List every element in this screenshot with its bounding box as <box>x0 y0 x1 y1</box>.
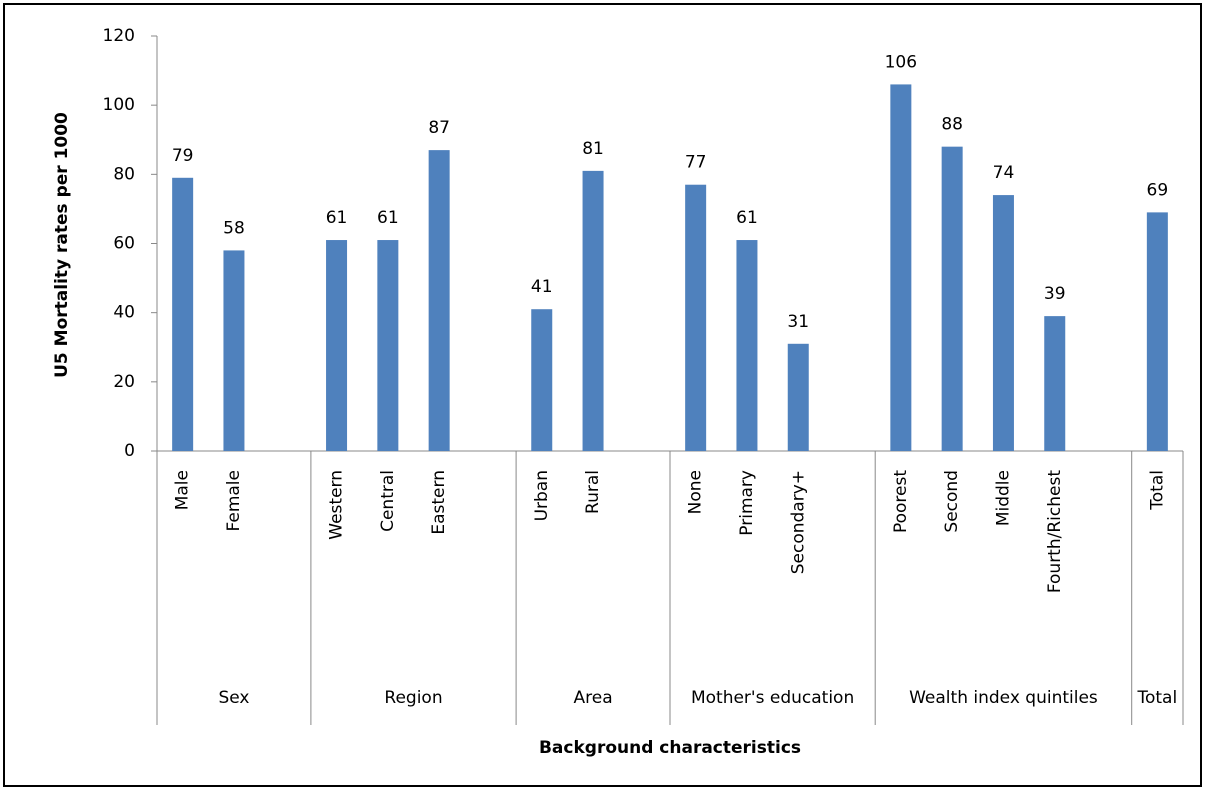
y-tick-label: 80 <box>113 164 135 184</box>
bar <box>377 240 399 451</box>
value-label: 87 <box>428 118 450 138</box>
x-tick-label: Male <box>173 470 193 510</box>
bar <box>582 170 604 451</box>
x-tick-label: Rural <box>583 470 603 514</box>
y-axis-title: U5 Mortality rates per 1000 <box>52 112 72 378</box>
y-tick-label: 20 <box>113 372 135 392</box>
x-tick-label: Fourth/Richest <box>1045 470 1065 593</box>
value-label: 77 <box>685 153 707 173</box>
group-label: Wealth index quintiles <box>909 688 1098 708</box>
value-label: 74 <box>993 163 1015 183</box>
bar <box>787 343 809 451</box>
x-tick-label: Second <box>942 470 962 533</box>
x-tick-label: Central <box>378 470 398 532</box>
x-tick-label: Middle <box>993 470 1013 526</box>
x-axis-title: Background characteristics <box>539 738 801 758</box>
bar <box>1044 316 1066 451</box>
x-tick-label: Western <box>327 470 347 540</box>
y-tick-label: 120 <box>103 26 135 46</box>
value-label: 61 <box>326 208 348 228</box>
value-label: 81 <box>582 139 604 159</box>
value-label: 79 <box>172 146 194 166</box>
bar <box>890 84 912 452</box>
value-label: 88 <box>941 115 963 135</box>
bar <box>1146 212 1168 451</box>
x-tick-label: Secondary+ <box>788 470 808 574</box>
y-tick-label: 60 <box>113 234 135 254</box>
value-label: 69 <box>1147 180 1169 200</box>
bar <box>992 195 1014 451</box>
value-label: 41 <box>531 277 553 297</box>
bar <box>531 309 553 451</box>
bar <box>428 150 450 451</box>
bar <box>685 184 707 452</box>
bar <box>326 240 348 451</box>
group-label: Sex <box>218 688 249 708</box>
group-label: Total <box>1136 688 1177 708</box>
x-tick-label: Total <box>1147 470 1167 511</box>
group-label: Mother's education <box>691 688 854 708</box>
group-label: Area <box>573 688 612 708</box>
x-tick-label: Eastern <box>429 470 449 535</box>
x-tick-label: None <box>686 470 706 514</box>
y-tick-label: 40 <box>113 303 135 323</box>
y-tick-label: 100 <box>103 95 135 115</box>
bar <box>223 250 245 451</box>
x-tick-label: Poorest <box>891 470 911 533</box>
group-label: Region <box>384 688 442 708</box>
value-label: 58 <box>223 218 245 238</box>
bar <box>172 177 194 451</box>
bar <box>736 240 758 451</box>
chart-border <box>3 3 1202 787</box>
value-label: 61 <box>736 208 758 228</box>
bar <box>941 146 963 451</box>
y-tick-label: 0 <box>124 441 135 461</box>
value-label: 106 <box>885 52 917 72</box>
value-label: 39 <box>1044 284 1066 304</box>
x-tick-label: Female <box>224 470 244 531</box>
value-label: 61 <box>377 208 399 228</box>
x-tick-label: Urban <box>532 470 552 521</box>
value-label: 31 <box>787 312 809 332</box>
x-tick-label: Primary <box>737 470 757 536</box>
